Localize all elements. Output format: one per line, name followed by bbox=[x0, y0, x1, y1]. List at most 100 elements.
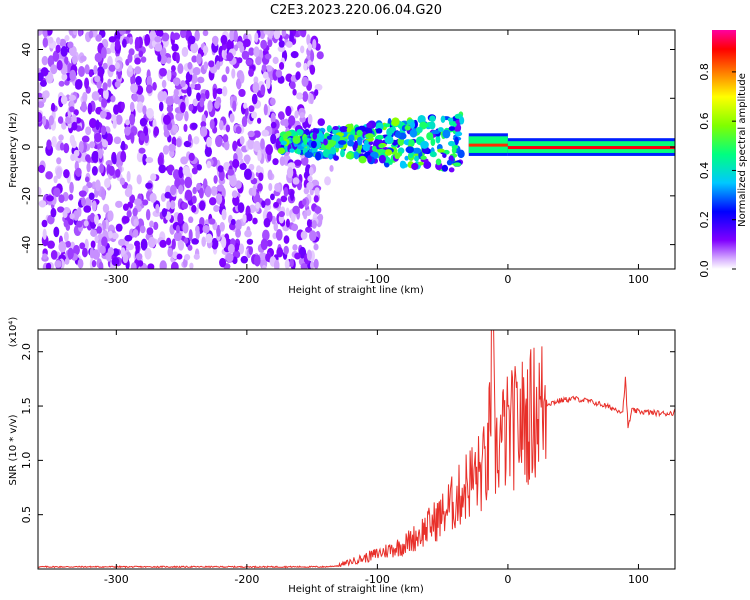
noise-blob bbox=[299, 112, 305, 119]
noise-blob bbox=[248, 47, 255, 56]
signal-blob bbox=[376, 149, 386, 154]
noise-blob bbox=[231, 190, 238, 199]
noise-blob bbox=[273, 30, 281, 40]
noise-blob bbox=[41, 55, 49, 66]
noise-blob bbox=[159, 67, 168, 77]
noise-blob bbox=[175, 137, 182, 148]
noise-blob bbox=[69, 213, 75, 220]
noise-blob bbox=[134, 66, 142, 75]
x-tick-label: -300 bbox=[104, 573, 129, 586]
noise-blob bbox=[199, 97, 205, 108]
noise-blob bbox=[128, 36, 134, 45]
noise-blob bbox=[180, 30, 187, 39]
noise-blob bbox=[273, 259, 280, 269]
noise-blob bbox=[230, 218, 236, 226]
noise-blob bbox=[255, 56, 262, 66]
noise-blob bbox=[68, 45, 77, 57]
noise-blob bbox=[232, 158, 240, 169]
noise-blob bbox=[97, 143, 103, 151]
noise-blob bbox=[51, 102, 56, 112]
noise-blob bbox=[58, 80, 65, 87]
noise-blob bbox=[56, 59, 63, 71]
noise-blob bbox=[261, 129, 270, 137]
signal-blob bbox=[413, 155, 420, 162]
noise-blob bbox=[313, 195, 319, 203]
noise-blob bbox=[42, 37, 49, 48]
noise-blob bbox=[269, 97, 276, 106]
noise-blob bbox=[172, 169, 180, 180]
noise-blob bbox=[125, 119, 130, 126]
noise-blob bbox=[285, 41, 293, 48]
noise-blob bbox=[263, 30, 271, 35]
noise-blob bbox=[278, 40, 285, 48]
noise-blob bbox=[221, 187, 226, 199]
noise-blob bbox=[166, 237, 172, 246]
noise-blob bbox=[272, 158, 279, 166]
noise-blob bbox=[288, 115, 296, 126]
noise-blob bbox=[187, 244, 193, 251]
spectrogram-frame bbox=[37, 29, 676, 270]
noise-blob bbox=[294, 252, 301, 260]
noise-blob bbox=[303, 211, 308, 220]
noise-blob bbox=[240, 255, 249, 264]
noise-blob bbox=[145, 209, 151, 221]
noise-blob bbox=[273, 221, 278, 232]
noise-blob bbox=[180, 80, 186, 88]
noise-blob bbox=[88, 192, 95, 200]
noise-blob bbox=[175, 52, 180, 64]
signal-blob bbox=[289, 148, 295, 153]
noise-blob bbox=[102, 62, 108, 70]
noise-blob bbox=[212, 87, 217, 100]
noise-blob bbox=[253, 130, 261, 138]
noise-blob bbox=[239, 163, 247, 170]
noise-blob bbox=[221, 86, 228, 97]
noise-blob bbox=[285, 207, 290, 217]
snr-y-multiplier: (x10⁴) bbox=[8, 317, 19, 348]
signal-blob bbox=[418, 161, 424, 166]
noise-blob bbox=[202, 45, 209, 54]
noise-blob bbox=[194, 30, 200, 42]
noise-blob bbox=[252, 217, 258, 225]
colorbar-gradient bbox=[712, 30, 736, 269]
signal-blob bbox=[420, 140, 429, 149]
noise-blob bbox=[98, 148, 103, 159]
noise-blob bbox=[50, 64, 58, 75]
noise-blob bbox=[196, 83, 201, 91]
noise-blob bbox=[274, 183, 281, 192]
noise-blob bbox=[192, 186, 197, 195]
noise-blob bbox=[239, 136, 245, 145]
noise-blob bbox=[94, 75, 101, 83]
noise-blob bbox=[215, 193, 223, 205]
noise-blob bbox=[265, 77, 271, 90]
noise-blob bbox=[136, 85, 144, 95]
noise-blob bbox=[114, 31, 121, 42]
noise-blob bbox=[139, 117, 148, 127]
signal-blob bbox=[375, 134, 384, 140]
noise-blob bbox=[158, 164, 167, 174]
noise-blob bbox=[184, 110, 189, 122]
noise-blob bbox=[196, 164, 202, 171]
x-tick-label: 100 bbox=[628, 273, 649, 286]
noise-blob bbox=[146, 75, 153, 87]
noise-blob bbox=[63, 169, 70, 179]
noise-blob bbox=[198, 200, 206, 211]
noise-blob bbox=[95, 179, 101, 192]
signal-blob bbox=[304, 151, 314, 158]
noise-blob bbox=[214, 100, 220, 109]
signal-band-core bbox=[507, 146, 675, 150]
signal-blob bbox=[454, 131, 463, 137]
noise-blob bbox=[302, 91, 309, 103]
noise-blob bbox=[203, 61, 209, 71]
noise-blob bbox=[86, 182, 93, 189]
noise-blob bbox=[45, 71, 54, 84]
noise-blob bbox=[130, 132, 135, 144]
noise-blob bbox=[102, 203, 110, 213]
noise-blob bbox=[59, 142, 65, 151]
noise-blob bbox=[208, 197, 217, 206]
noise-blob bbox=[114, 81, 121, 88]
noise-blob bbox=[292, 205, 300, 215]
noise-blob bbox=[281, 30, 287, 37]
y-tick-label: 0.5 bbox=[20, 506, 33, 524]
noise-blob bbox=[50, 249, 58, 260]
noise-blob bbox=[42, 228, 47, 240]
